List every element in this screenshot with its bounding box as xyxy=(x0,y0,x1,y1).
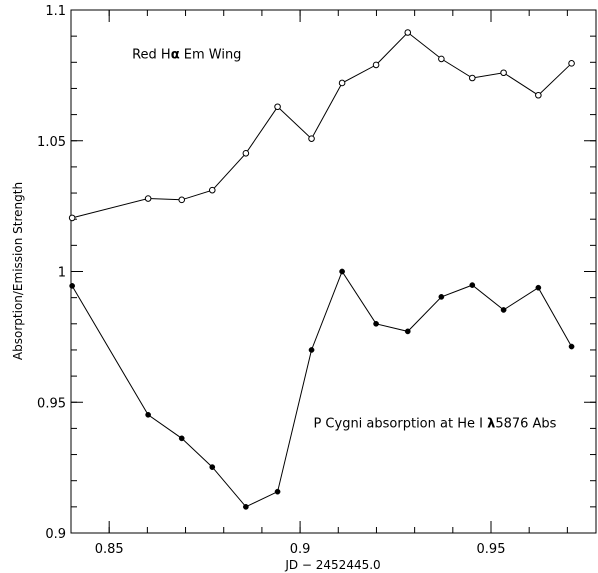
data-point xyxy=(68,214,76,222)
data-point xyxy=(178,435,185,442)
series-0 xyxy=(68,29,575,222)
data-point xyxy=(243,504,249,510)
data-point xyxy=(274,103,281,111)
data-point xyxy=(372,61,380,69)
data-point xyxy=(178,196,186,204)
data-point xyxy=(373,320,379,327)
data-point xyxy=(308,135,315,142)
data-point xyxy=(339,268,345,275)
annotation-part: P Cygni absorption at He I xyxy=(313,416,487,431)
data-point xyxy=(242,150,250,157)
y-tick-label: 1 xyxy=(58,266,66,281)
data-point xyxy=(404,29,412,36)
data-point xyxy=(308,347,315,353)
annotations: Red Hα Em Wing P Cygni absorption at He I… xyxy=(132,47,557,431)
annotation-part: Em Wing xyxy=(180,47,242,62)
data-point xyxy=(145,411,151,418)
annotation-part: α xyxy=(171,47,180,62)
tick-marks xyxy=(71,9,596,534)
y-tick-label: 1.1 xyxy=(45,4,66,19)
data-point xyxy=(209,464,216,470)
data-point xyxy=(208,186,216,194)
annotation: Red Hα Em Wing xyxy=(132,47,241,62)
annotation-part: λ xyxy=(487,416,495,431)
data-point xyxy=(274,488,281,495)
series-layer xyxy=(68,29,575,510)
y-axis-title: Absorption/Emission Strength xyxy=(11,182,25,360)
data-point xyxy=(404,328,411,335)
y-tick-label: 0.95 xyxy=(37,396,66,411)
data-point xyxy=(338,79,346,87)
series-1 xyxy=(69,268,575,510)
data-point xyxy=(535,284,542,291)
x-tick-label: 0.9 xyxy=(290,542,311,557)
x-axis-title: JD − 2452445.0 xyxy=(284,558,380,572)
y-tick-label: 0.9 xyxy=(45,527,66,542)
data-point xyxy=(438,294,445,300)
tick-labels: 0.85 0.9 0.95 0.9 0.95 1 1.05 1.1 xyxy=(37,4,505,557)
data-point xyxy=(500,69,507,77)
y-tick-label: 1.05 xyxy=(37,135,66,150)
data-point xyxy=(144,195,152,202)
data-point xyxy=(568,60,575,67)
data-point xyxy=(469,282,476,288)
data-point xyxy=(468,74,476,82)
series-line xyxy=(71,270,573,508)
data-point xyxy=(438,55,445,63)
annotation: P Cygni absorption at He I λ5876 Abs xyxy=(313,416,556,431)
x-tick-label: 0.85 xyxy=(95,542,124,557)
annotation-part: 5876 Abs xyxy=(495,416,556,431)
annotation-part: Red H xyxy=(132,47,171,62)
data-point xyxy=(500,307,507,313)
data-point xyxy=(69,283,75,289)
data-point xyxy=(568,343,575,350)
x-tick-label: 0.95 xyxy=(477,542,506,557)
plot-frame xyxy=(70,9,597,534)
data-point xyxy=(535,91,542,99)
